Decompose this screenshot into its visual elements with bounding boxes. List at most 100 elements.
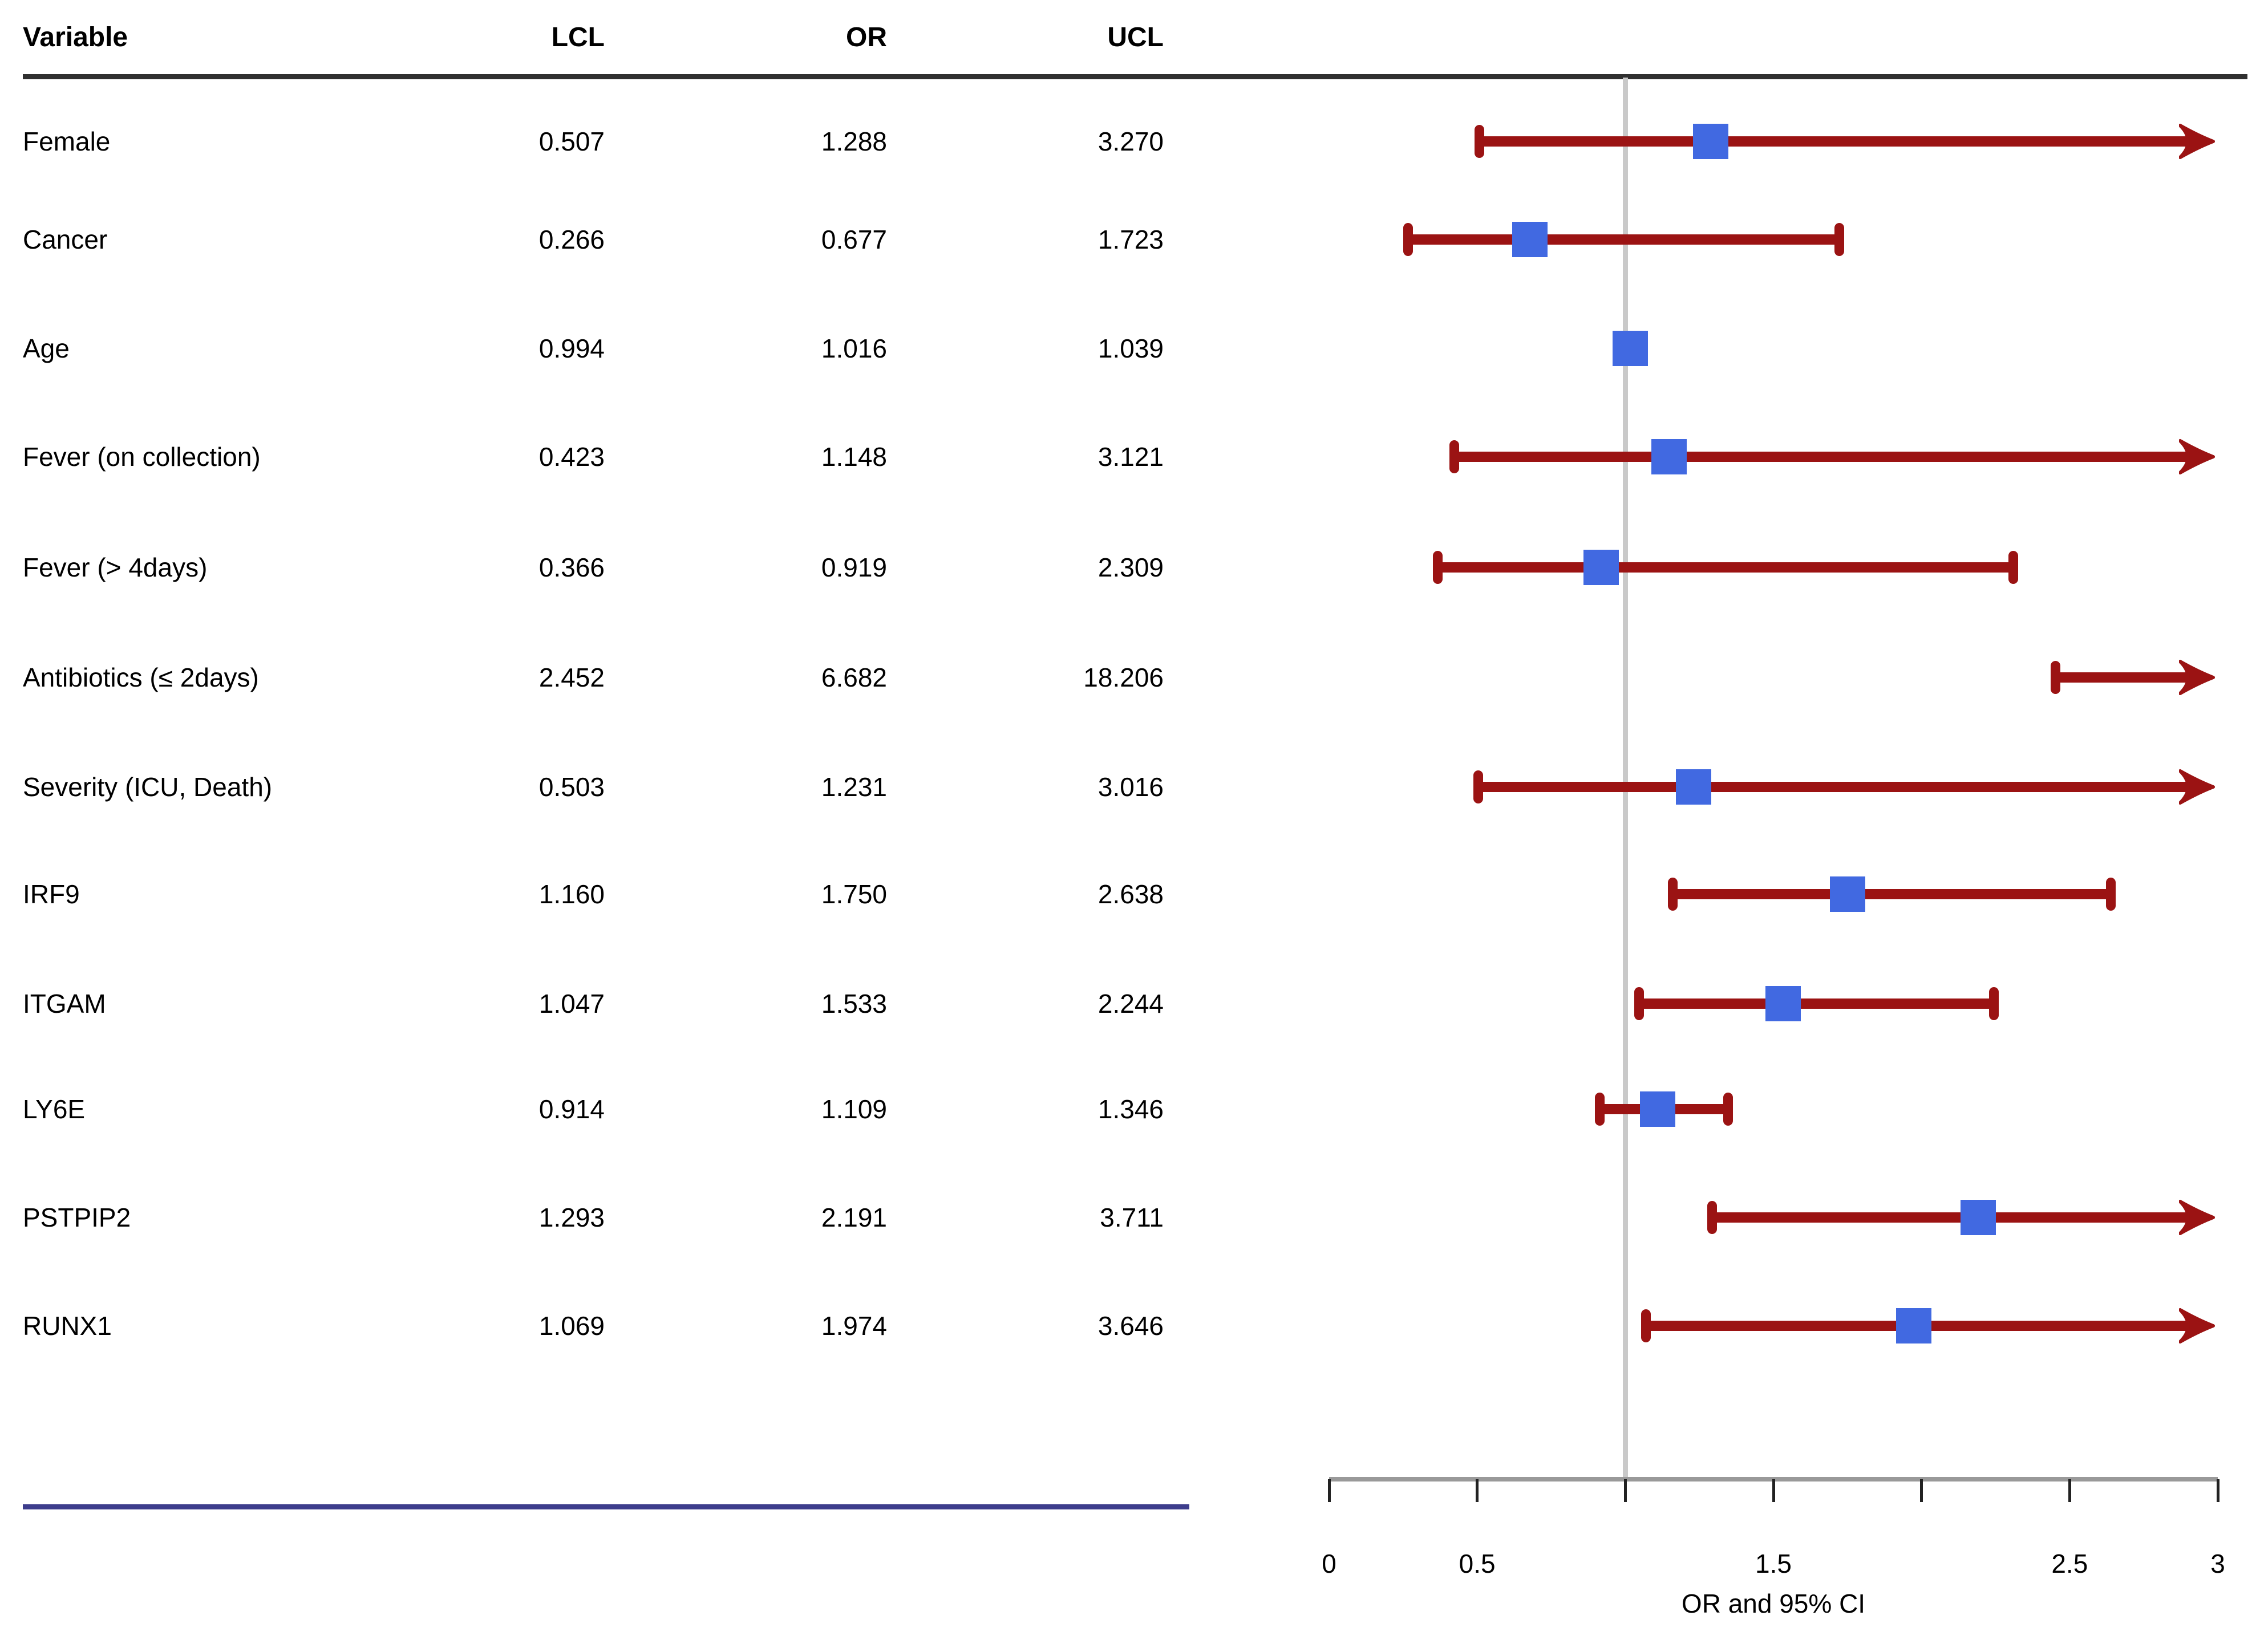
table-cell-ucl: 3.121 <box>1097 442 1164 472</box>
column-header-variable: Variable <box>23 22 128 52</box>
table-cell-or: 0.919 <box>821 553 887 582</box>
table-cell-variable: Cancer <box>23 225 108 254</box>
ci-lower-cap <box>1595 1093 1605 1126</box>
table-cell-ucl: 2.309 <box>1097 553 1164 582</box>
column-header-ucl: UCL <box>1107 22 1164 52</box>
x-axis-tick-mark <box>1772 1479 1775 1502</box>
ci-clipped-arrow-icon <box>2179 1308 2215 1343</box>
table-cell-or: 1.288 <box>821 127 887 156</box>
x-axis-tick-mark <box>1920 1479 1923 1502</box>
table-cell-lcl: 0.423 <box>538 442 605 472</box>
table-cell-variable: IRF9 <box>23 879 80 909</box>
table-cell-or: 1.231 <box>821 772 887 802</box>
x-axis-tick-label: 2.5 <box>2051 1549 2088 1578</box>
table-cell-lcl: 0.503 <box>538 772 605 802</box>
table-cell-ucl: 3.646 <box>1097 1311 1164 1341</box>
ci-lower-cap <box>1432 551 1443 584</box>
table-cell-ucl: 1.039 <box>1097 334 1164 363</box>
table-cell-lcl: 0.914 <box>538 1094 605 1124</box>
table-bottom-rule <box>23 1504 1189 1509</box>
table-cell-or: 0.677 <box>821 225 887 254</box>
ci-clipped-arrow-icon <box>2179 660 2215 695</box>
ci-lower-cap <box>1641 1309 1651 1342</box>
ci-upper-cap <box>2008 551 2018 584</box>
table-cell-variable: RUNX1 <box>23 1311 112 1341</box>
x-axis-tick-label: 0 <box>1322 1549 1336 1578</box>
ci-clipped-arrow-icon <box>2179 1200 2215 1235</box>
table-cell-lcl: 0.507 <box>538 127 605 156</box>
table-cell-lcl: 0.366 <box>538 553 605 582</box>
ci-lower-cap <box>2050 661 2060 694</box>
ci-interval-line <box>1454 452 2192 462</box>
reference-line-or-1 <box>1623 78 1628 1479</box>
ci-interval-line <box>1478 782 2192 792</box>
ci-lower-cap <box>1667 878 1678 911</box>
table-cell-ucl: 2.638 <box>1097 879 1164 909</box>
x-axis-tick-mark <box>1476 1479 1479 1502</box>
table-cell-ucl: 3.270 <box>1097 127 1164 156</box>
table-cell-or: 1.750 <box>821 879 887 909</box>
ci-interval-line <box>1408 234 1840 245</box>
ci-interval-line <box>2055 672 2192 683</box>
table-cell-lcl: 0.266 <box>538 225 605 254</box>
table-cell-lcl: 1.069 <box>538 1311 605 1341</box>
ci-upper-cap <box>1988 987 1999 1020</box>
or-point-marker <box>1896 1308 1932 1343</box>
x-axis-tick-mark <box>2216 1479 2219 1502</box>
or-point-marker <box>1512 222 1548 257</box>
ci-lower-cap <box>1707 1201 1717 1234</box>
table-cell-or: 1.016 <box>821 334 887 363</box>
ci-lower-cap <box>1403 223 1413 256</box>
ci-clipped-arrow-icon <box>2179 439 2215 474</box>
or-point-marker <box>1960 1200 1996 1235</box>
or-point-marker <box>1692 124 1728 159</box>
ci-upper-cap <box>1834 223 1845 256</box>
or-point-marker <box>1829 876 1865 912</box>
table-cell-or: 2.191 <box>821 1203 887 1232</box>
table-cell-variable: Antibiotics (≤ 2days) <box>23 663 259 692</box>
x-axis-tick-label: 0.5 <box>1459 1549 1496 1578</box>
table-cell-lcl: 2.452 <box>538 663 605 692</box>
ci-clipped-arrow-icon <box>2179 124 2215 159</box>
ci-interval-line <box>1437 562 2014 573</box>
or-point-marker <box>1639 1091 1675 1127</box>
table-cell-variable: Severity (ICU, Death) <box>23 772 273 802</box>
ci-lower-cap <box>1473 770 1483 803</box>
ci-lower-cap <box>1449 440 1460 473</box>
x-axis-tick-label: 3 <box>2210 1549 2225 1578</box>
table-cell-lcl: 1.160 <box>538 879 605 909</box>
or-point-marker <box>1583 550 1619 585</box>
column-header-or: OR <box>846 22 887 52</box>
ci-interval-line <box>1712 1212 2192 1223</box>
table-cell-variable: LY6E <box>23 1094 86 1124</box>
ci-upper-cap <box>1723 1093 1733 1126</box>
or-point-marker <box>1676 769 1712 805</box>
table-cell-or: 6.682 <box>821 663 887 692</box>
table-cell-variable: Fever (on collection) <box>23 442 261 472</box>
or-point-marker <box>1651 439 1687 474</box>
x-axis-tick-mark <box>2068 1479 2071 1502</box>
table-cell-lcl: 1.293 <box>538 1203 605 1232</box>
table-cell-lcl: 0.994 <box>538 334 605 363</box>
ci-lower-cap <box>1474 125 1484 158</box>
table-cell-variable: Fever (> 4days) <box>23 553 208 582</box>
ci-interval-line <box>1672 889 2111 899</box>
table-cell-lcl: 1.047 <box>538 989 605 1018</box>
table-cell-variable: PSTPIP2 <box>23 1203 131 1232</box>
ci-clipped-arrow-icon <box>2179 769 2215 805</box>
ci-lower-cap <box>1634 987 1645 1020</box>
table-cell-variable: ITGAM <box>23 989 106 1018</box>
or-point-marker <box>1612 331 1648 366</box>
table-cell-ucl: 1.723 <box>1097 225 1164 254</box>
ci-upper-cap <box>2105 878 2116 911</box>
x-axis-tick-mark <box>1623 1479 1627 1502</box>
table-cell-ucl: 3.711 <box>1100 1203 1164 1232</box>
table-cell-ucl: 18.206 <box>1083 663 1164 692</box>
or-point-marker <box>1765 986 1801 1021</box>
column-header-lcl: LCL <box>551 22 605 52</box>
ci-interval-line <box>1479 136 2192 147</box>
table-cell-ucl: 2.244 <box>1097 989 1164 1018</box>
table-cell-ucl: 3.016 <box>1097 772 1164 802</box>
table-cell-or: 1.533 <box>821 989 887 1018</box>
